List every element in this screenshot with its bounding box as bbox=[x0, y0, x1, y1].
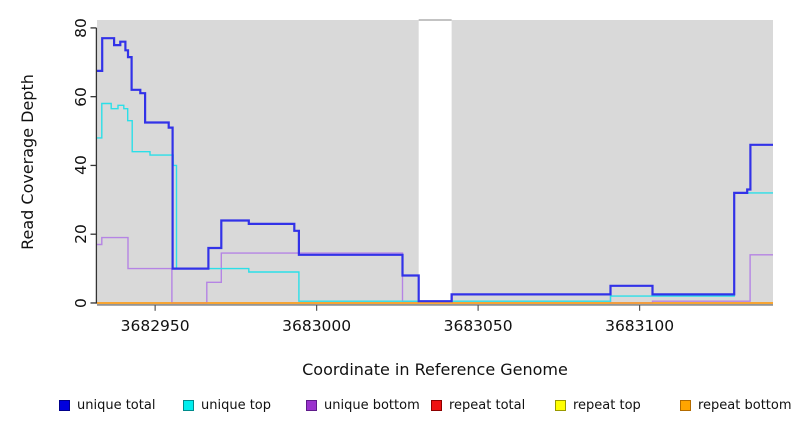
x-tick-label: 3683050 bbox=[443, 317, 513, 335]
legend-swatch-unique-top bbox=[183, 399, 194, 411]
legend-swatch-repeat-total bbox=[431, 399, 442, 411]
legend-swatch-repeat-bottom bbox=[680, 399, 691, 411]
legend-item-repeat-top: repeat top bbox=[555, 397, 641, 413]
x-tick-label: 3683000 bbox=[282, 317, 352, 335]
no-data-band bbox=[418, 13, 452, 304]
x-axis-title: Coordinate in Reference Genome bbox=[302, 360, 568, 379]
legend-label-repeat-total: repeat total bbox=[449, 397, 526, 413]
x-tick-label: 3682950 bbox=[120, 317, 190, 335]
y-tick-label: 60 bbox=[72, 86, 90, 107]
legend-item-unique-top: unique top bbox=[183, 397, 271, 413]
legend-swatch-unique-bottom bbox=[306, 399, 317, 411]
legend-label-repeat-top: repeat top bbox=[573, 397, 641, 413]
y-tick-label: 20 bbox=[72, 224, 90, 245]
y-tick-label: 0 bbox=[72, 298, 90, 308]
series-line-unique-top bbox=[97, 102, 773, 302]
legend-swatch-unique-total bbox=[59, 399, 70, 411]
legend-item-repeat-bottom: repeat bottom bbox=[680, 397, 792, 413]
legend-label-unique-bottom: unique bottom bbox=[324, 397, 420, 413]
legend-label-repeat-bottom: repeat bottom bbox=[698, 397, 792, 413]
series-line-unique-total bbox=[97, 37, 773, 303]
series-line-unique-bottom bbox=[97, 236, 773, 304]
y-tick-label: 40 bbox=[72, 155, 90, 176]
legend-item-unique-total: unique total bbox=[59, 397, 155, 413]
legend-label-unique-total: unique total bbox=[77, 397, 156, 413]
legend-label-unique-top: unique top bbox=[201, 397, 272, 413]
y-axis-title: Read Coverage Depth bbox=[18, 74, 37, 250]
legend-swatch-repeat-top bbox=[555, 399, 566, 411]
legend-item-repeat-total: repeat total bbox=[431, 397, 525, 413]
legend-item-unique-bottom: unique bottom bbox=[306, 397, 420, 413]
y-tick-label: 80 bbox=[72, 18, 90, 38]
x-tick-label: 3683100 bbox=[605, 317, 675, 335]
